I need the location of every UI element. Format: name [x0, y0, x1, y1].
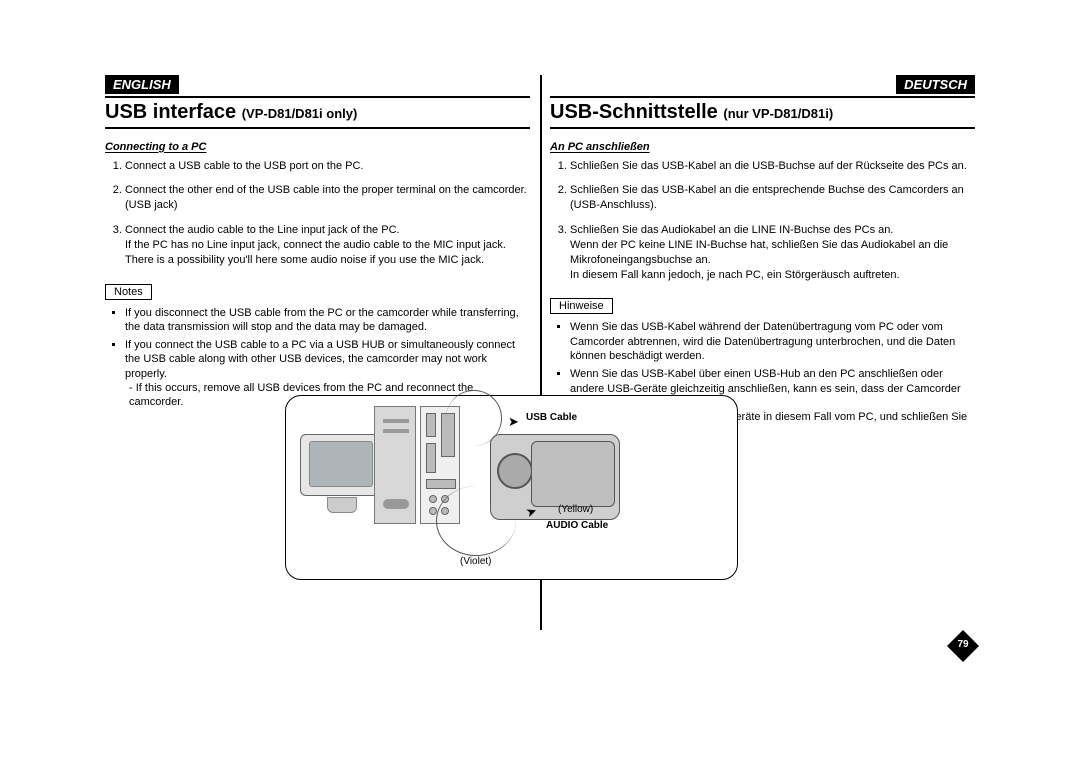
audio-cable-label: AUDIO Cable: [546, 520, 608, 531]
pc-tower-icon: [374, 406, 416, 524]
two-column-layout: ENGLISH USB interface (VP-D81/D81i only)…: [95, 75, 985, 443]
steps-list-left: Connect a USB cable to the USB port on t…: [125, 159, 530, 268]
step-3-left: Connect the audio cable to the Line inpu…: [125, 223, 530, 268]
step-2-left: Connect the other end of the USB cable i…: [125, 183, 530, 213]
usb-cable-icon: [446, 390, 502, 446]
notes-box-left: Notes: [105, 284, 152, 300]
rule-under-lang-left: [105, 96, 530, 98]
violet-label: (Violet): [460, 556, 492, 567]
steps-list-right: Schließen Sie das USB-Kabel an die USB-B…: [570, 159, 975, 283]
title-row-left: USB interface (VP-D81/D81i only): [105, 101, 530, 129]
step-1-right: Schließen Sie das USB-Kabel an die USB-B…: [570, 159, 975, 174]
lang-label-english: ENGLISH: [105, 75, 179, 94]
step-2-right: Schließen Sie das USB-Kabel an die entsp…: [570, 183, 975, 213]
title-main-left: USB interface: [105, 101, 242, 123]
note-2-left-text: If you connect the USB cable to a PC via…: [125, 339, 515, 380]
page-number: 79: [946, 639, 980, 650]
title-row-right: USB-Schnittstelle (nur VP-D81/D81i): [550, 101, 975, 129]
rule-under-lang-right: [550, 96, 975, 98]
title-main-right: USB-Schnittstelle: [550, 101, 723, 123]
usb-cable-label: USB Cable: [526, 412, 577, 423]
monitor-icon: [300, 434, 380, 496]
section-heading-right: An PC anschließen: [550, 141, 975, 153]
title-sub-right: (nur VP-D81/D81i): [723, 106, 833, 121]
page-number-badge: 79: [946, 629, 980, 663]
step-3-right: Schließen Sie das Audiokabel an die LINE…: [570, 223, 975, 282]
note-1-left: If you disconnect the USB cable from the…: [125, 306, 530, 335]
section-heading-left: Connecting to a PC: [105, 141, 530, 153]
lang-row-right: DEUTSCH: [550, 75, 975, 94]
yellow-label: (Yellow): [558, 504, 593, 515]
lang-row-left: ENGLISH: [105, 75, 530, 94]
step-1-left: Connect a USB cable to the USB port on t…: [125, 159, 530, 174]
audio-cable-icon: [436, 486, 516, 556]
manual-page: ENGLISH USB interface (VP-D81/D81i only)…: [0, 0, 1080, 763]
note-1-right: Wenn Sie das USB-Kabel während der Daten…: [570, 320, 975, 363]
notes-box-right: Hinweise: [550, 298, 613, 314]
right-column: DEUTSCH USB-Schnittstelle (nur VP-D81/D8…: [540, 75, 985, 443]
title-sub-left: (VP-D81/D81i only): [242, 106, 358, 121]
arrow-icon: ➤: [508, 414, 519, 430]
connection-diagram: ➤ ➤ USB Cable AUDIO Cable (Yellow) (Viol…: [285, 395, 738, 580]
lang-label-deutsch: DEUTSCH: [896, 75, 975, 94]
left-column: ENGLISH USB interface (VP-D81/D81i only)…: [95, 75, 540, 443]
